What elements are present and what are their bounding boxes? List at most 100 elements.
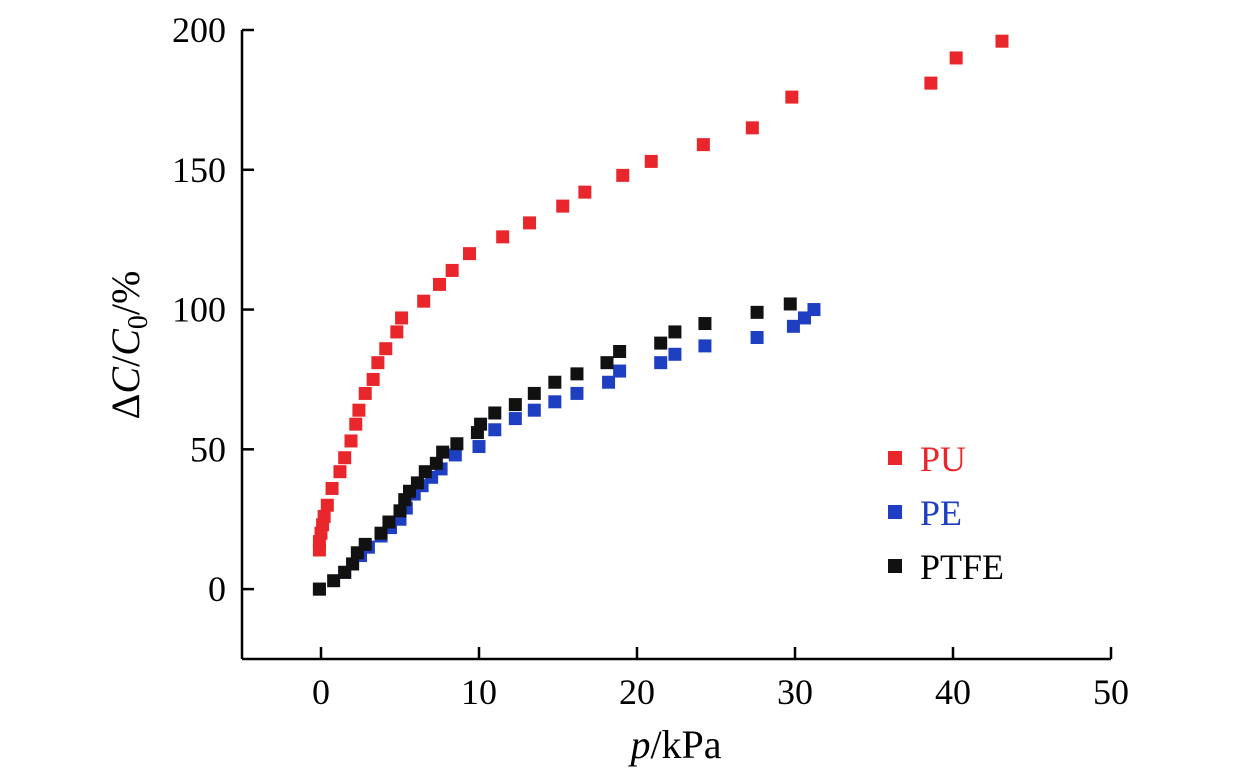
- data-point-pu: [496, 230, 510, 244]
- y-tick-label: 200: [172, 10, 226, 50]
- x-tick-label: 40: [935, 672, 971, 712]
- data-point-pu: [390, 325, 404, 339]
- y-axis-title-c: C: [103, 366, 148, 394]
- x-tick-label: 0: [312, 672, 330, 712]
- data-point-pu: [325, 481, 339, 495]
- y-axis-title-c0: C: [103, 328, 148, 356]
- data-point-ptfe: [508, 398, 522, 412]
- y-ticks: 0 50 100 150 200: [172, 10, 254, 609]
- data-point-pe: [807, 303, 821, 317]
- data-point-pu: [338, 451, 352, 465]
- x-tick-label: 50: [1093, 672, 1129, 712]
- data-point-pu: [379, 342, 393, 356]
- data-point-ptfe: [410, 476, 424, 490]
- data-point-pu: [433, 277, 446, 291]
- x-tick-label: 10: [461, 672, 497, 712]
- y-axis-title-slash: /: [103, 355, 148, 367]
- data-point-pu: [523, 216, 537, 230]
- data-point-pu: [924, 76, 938, 90]
- data-points: [312, 34, 1009, 596]
- data-point-pu: [333, 465, 347, 479]
- data-point-pu: [395, 311, 409, 325]
- legend-label-ptfe: PTFE: [920, 547, 1004, 587]
- data-point-ptfe: [698, 317, 712, 331]
- data-point-pe: [668, 347, 682, 361]
- data-point-pu: [349, 417, 363, 431]
- data-point-pu: [616, 168, 630, 182]
- y-axis-title-subscript: 0: [123, 315, 154, 329]
- data-point-ptfe: [654, 336, 668, 350]
- y-axis-title-unit: /%: [103, 271, 148, 315]
- data-point-pu: [371, 356, 385, 370]
- data-point-pe: [613, 364, 627, 378]
- data-point-ptfe: [450, 437, 464, 451]
- data-point-pe: [570, 386, 584, 400]
- data-point-ptfe: [527, 386, 541, 400]
- data-point-pu: [445, 263, 459, 277]
- data-point-pe: [488, 423, 502, 437]
- data-point-ptfe: [429, 456, 443, 470]
- y-tick-label: 0: [208, 569, 226, 609]
- data-point-pe: [527, 403, 541, 417]
- y-tick-label: 100: [172, 290, 226, 330]
- data-point-pe: [750, 331, 764, 345]
- data-point-pe: [654, 356, 668, 370]
- data-point-pe: [602, 375, 616, 389]
- legend-marker-pe: [888, 505, 902, 519]
- data-point-ptfe: [600, 356, 614, 370]
- x-ticks: 0 10 20 30 40 50: [312, 647, 1129, 712]
- data-point-pe: [448, 448, 462, 462]
- data-point-pu: [696, 138, 710, 152]
- data-point-pu: [352, 403, 366, 417]
- legend: PU PE PTFE: [888, 439, 1004, 587]
- data-point-pu: [317, 509, 331, 523]
- data-point-ptfe: [570, 367, 584, 381]
- data-point-ptfe: [312, 582, 326, 596]
- data-point-pe: [786, 319, 800, 333]
- data-point-ptfe: [418, 465, 432, 479]
- data-point-ptfe: [382, 515, 396, 529]
- data-point-ptfe: [474, 417, 488, 431]
- data-point-ptfe: [436, 445, 450, 459]
- data-point-ptfe: [374, 526, 388, 540]
- y-axis-title: ΔC/C0/%: [103, 271, 154, 420]
- legend-marker-ptfe: [888, 559, 902, 573]
- legend-label-pu: PU: [920, 439, 966, 479]
- data-point-ptfe: [548, 375, 562, 389]
- data-point-pu: [366, 372, 380, 386]
- data-point-pe: [548, 395, 562, 409]
- data-point-pu: [745, 121, 759, 135]
- data-point-ptfe: [327, 574, 341, 588]
- legend-label-pe: PE: [920, 493, 962, 533]
- data-point-pe: [508, 412, 522, 426]
- data-point-pu: [785, 90, 799, 104]
- data-point-ptfe: [783, 297, 797, 311]
- x-axis-title: p/kPa: [627, 722, 721, 767]
- data-point-pu: [320, 498, 334, 512]
- data-point-ptfe: [613, 344, 627, 358]
- data-point-ptfe: [393, 504, 407, 518]
- data-point-ptfe: [488, 406, 502, 420]
- data-point-pu: [358, 386, 372, 400]
- y-tick-label: 150: [172, 150, 226, 190]
- data-point-pu: [949, 51, 963, 65]
- y-tick-label: 50: [190, 429, 226, 469]
- x-tick-label: 20: [619, 672, 655, 712]
- x-axis-title-p: p: [627, 722, 650, 767]
- data-point-ptfe: [668, 325, 682, 339]
- x-tick-label: 30: [777, 672, 813, 712]
- data-point-pu: [344, 434, 358, 448]
- data-point-pu: [417, 294, 431, 308]
- data-point-pu: [556, 199, 570, 213]
- data-point-pu: [578, 185, 592, 199]
- data-point-pe: [698, 339, 712, 353]
- x-axis-title-unit: /kPa: [650, 722, 721, 767]
- data-point-ptfe: [358, 537, 372, 551]
- legend-marker-pu: [888, 451, 902, 465]
- data-point-ptfe: [346, 557, 360, 571]
- data-point-pe: [472, 440, 486, 454]
- data-point-ptfe: [750, 305, 764, 319]
- y-axis-title-delta: Δ: [103, 394, 148, 420]
- data-point-pu: [995, 34, 1009, 48]
